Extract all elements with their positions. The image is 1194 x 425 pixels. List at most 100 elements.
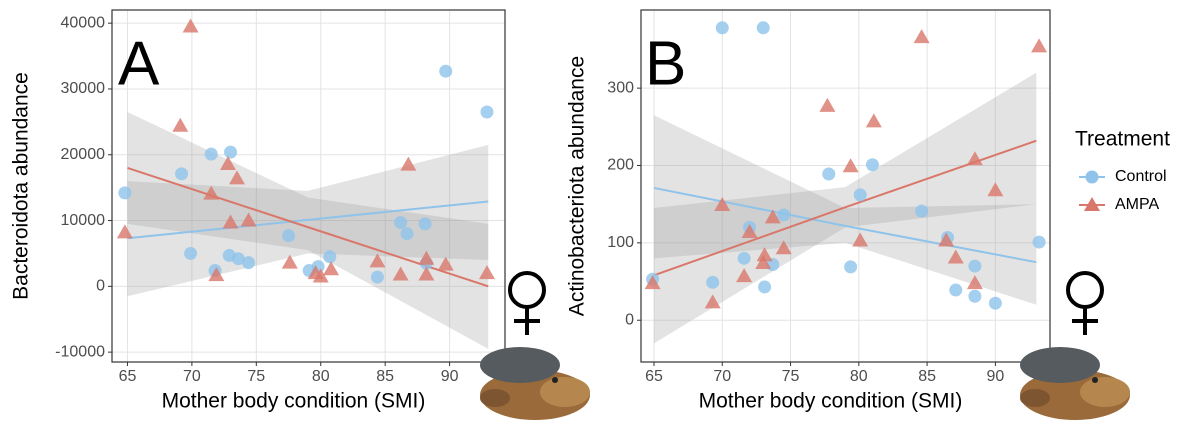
y-axis-title: Actinobacteriota abundance	[566, 56, 589, 316]
panel-label: B	[645, 29, 686, 98]
point	[219, 155, 236, 170]
point	[175, 167, 189, 181]
point	[764, 209, 781, 224]
point	[370, 270, 384, 284]
x-tick-label: 80	[312, 368, 330, 385]
legend-marker	[1084, 197, 1100, 211]
y-axis-title: Bacteroidota abundance	[10, 72, 33, 300]
point	[758, 280, 772, 294]
plot-border	[111, 9, 506, 363]
y-tick-label: 200	[607, 157, 634, 174]
point	[208, 267, 225, 282]
point	[756, 21, 770, 35]
point	[323, 250, 337, 264]
point	[204, 147, 218, 161]
point	[281, 254, 298, 269]
point	[775, 240, 792, 255]
confidence-band	[653, 115, 1037, 305]
y-tick-label: 40000	[61, 14, 106, 31]
point	[819, 97, 836, 112]
point	[312, 268, 329, 283]
point	[865, 158, 879, 172]
point	[966, 275, 983, 290]
point	[842, 158, 859, 173]
plot-border	[640, 9, 1051, 363]
y-tick-label: 10000	[61, 212, 106, 229]
point	[1031, 38, 1048, 53]
x-tick-label: 75	[782, 368, 800, 385]
point	[755, 254, 772, 269]
point	[418, 250, 435, 265]
legend-label: AMPA	[1115, 196, 1159, 213]
toad-illustration	[480, 347, 590, 420]
point	[737, 251, 751, 265]
y-tick-label: 0	[96, 278, 105, 295]
point	[947, 249, 964, 264]
x-tick-label: 70	[713, 368, 731, 385]
regression-line	[653, 186, 1037, 264]
point	[369, 253, 386, 268]
point	[915, 204, 929, 218]
legend-marker	[1085, 170, 1099, 184]
panel-label: A	[118, 29, 160, 98]
point	[172, 117, 189, 132]
plot-background	[112, 10, 505, 362]
point	[231, 252, 245, 266]
y-tick-label: 0	[625, 311, 634, 328]
point	[968, 259, 982, 273]
point	[228, 170, 245, 185]
point	[400, 156, 417, 171]
point	[913, 29, 930, 44]
point	[400, 227, 414, 241]
female-symbol	[508, 271, 546, 335]
point	[987, 182, 1004, 197]
point	[480, 105, 494, 119]
female-symbol	[1066, 271, 1104, 335]
point	[715, 21, 729, 35]
x-tick-label: 90	[441, 368, 459, 385]
point	[741, 224, 758, 239]
point	[224, 145, 238, 159]
point	[704, 294, 721, 309]
point	[394, 216, 408, 230]
point	[184, 246, 198, 260]
point	[822, 167, 836, 181]
toad-illustration	[1020, 347, 1130, 420]
point	[966, 151, 983, 166]
point	[118, 186, 132, 200]
point	[182, 18, 199, 33]
point	[644, 275, 661, 290]
point	[116, 224, 133, 239]
point	[736, 268, 753, 283]
x-tick-label: 65	[645, 368, 663, 385]
point	[240, 212, 257, 227]
point	[418, 217, 432, 231]
legend-label: Control	[1115, 168, 1167, 185]
confidence-band	[127, 111, 489, 349]
point	[392, 266, 409, 281]
x-tick-label: 70	[183, 368, 201, 385]
x-tick-label: 85	[918, 368, 936, 385]
point	[1032, 235, 1046, 249]
y-tick-label: 20000	[61, 146, 106, 163]
point	[222, 214, 239, 229]
point	[938, 232, 955, 247]
x-tick-label: 85	[376, 368, 394, 385]
point	[968, 289, 982, 303]
point	[439, 64, 453, 78]
point	[777, 208, 791, 222]
point	[949, 283, 963, 297]
x-tick-label: 75	[247, 368, 265, 385]
point	[853, 188, 867, 202]
x-tick-label: 90	[986, 368, 1004, 385]
point	[242, 256, 256, 270]
y-tick-label: 300	[607, 79, 634, 96]
point	[865, 113, 882, 128]
x-axis-title: Mother body condition (SMI)	[699, 390, 963, 413]
point	[323, 261, 340, 276]
point	[282, 229, 296, 243]
y-tick-label: 30000	[61, 80, 106, 97]
y-tick-label: 100	[607, 234, 634, 251]
point	[852, 232, 869, 247]
